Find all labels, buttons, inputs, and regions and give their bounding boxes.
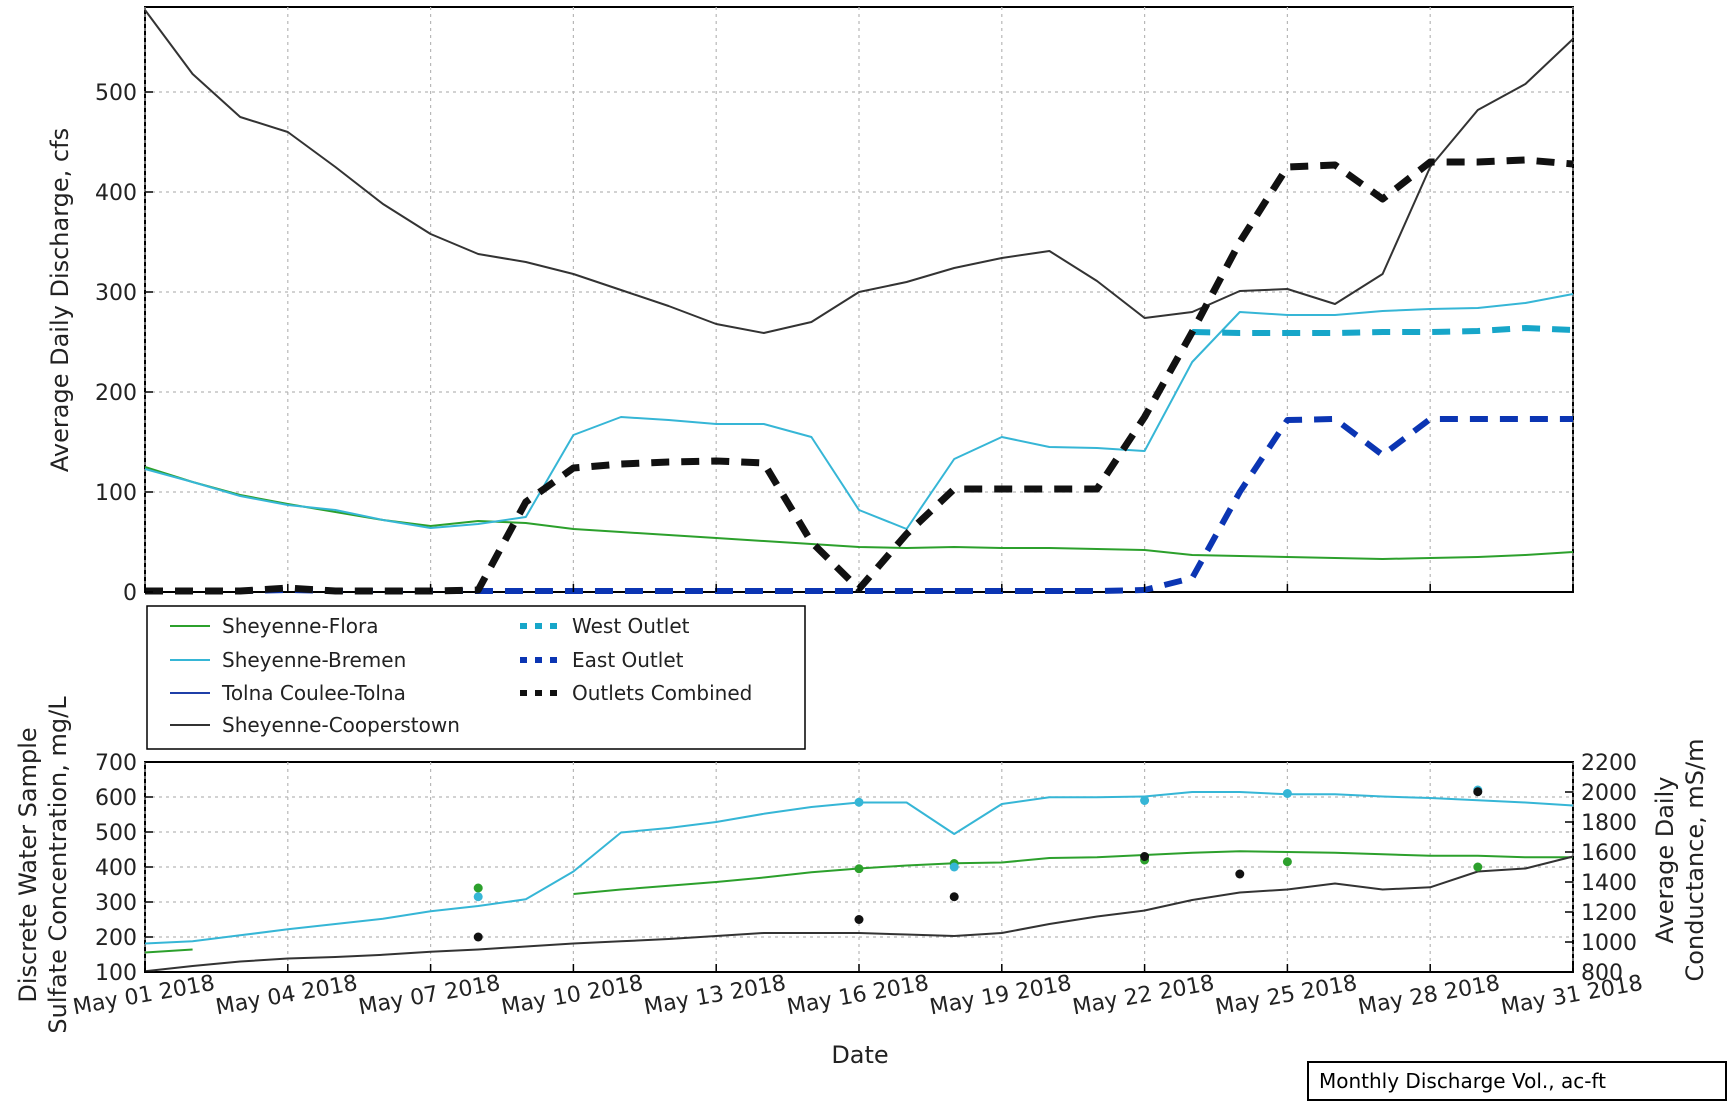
conductance-y-axis-label-line1: Average Daily [1651,777,1679,944]
conductance-line-sheyenne-flora-0 [144,948,193,954]
discharge-y-ticks: 0 100 200 300 400 500 [95,81,153,606]
conductance-ytick-label-4: 1600 [1581,841,1637,866]
legend-label-1: Sheyenne-Bremen [222,648,406,672]
conductance-ytick-label-5: 1800 [1581,811,1637,836]
date-xtick-label-7: May 22 2018 [1071,971,1217,1021]
sulfate-point-sheyenne-cooperstown-1 [854,915,864,924]
date-xtick-label-1: May 04 2018 [214,971,360,1021]
discharge-y-axis-label: Average Daily Discharge, cfs [46,128,74,472]
sulfate-ytick-label-3: 400 [95,856,137,881]
discharge-plot-frame [144,6,1574,593]
sulfate-point-sheyenne-cooperstown-0 [473,932,483,942]
date-xtick-label-2: May 07 2018 [357,971,503,1021]
date-xtick-label-3: May 10 2018 [499,971,645,1021]
conductance-ytick-label-2: 1200 [1581,901,1637,926]
legend-label-6: Outlets Combined [572,681,752,705]
conductance-ytick-label-1: 1000 [1581,931,1637,956]
discharge-line-west-outlet [1192,325,1574,336]
discharge-ytick-label-0: 0 [123,581,137,606]
date-xtick-label-5: May 16 2018 [785,971,931,1021]
discharge-ytick-label-2: 200 [95,381,137,406]
legend-label-0: Sheyenne-Flora [222,614,378,638]
date-xtick-label-8: May 25 2018 [1213,971,1359,1021]
date-xtick-label-4: May 13 2018 [642,971,788,1021]
sulfate-point-sheyenne-bremen-3 [1140,796,1150,805]
sulfate-point-sheyenne-cooperstown-2 [949,892,959,902]
sulfate-point-sheyenne-bremen-4 [1282,789,1292,798]
sulfate-point-sheyenne-cooperstown-3 [1140,852,1150,861]
discharge-line-sheyenne-bremen [144,293,1574,530]
conductance-line-sheyenne-cooperstown-0 [144,855,1574,973]
discharge-ytick-label-5: 500 [95,81,137,106]
legend-frame [146,605,806,750]
sulfate-ytick-label-1: 200 [95,926,137,951]
conductance-ytick-label-3: 1400 [1581,871,1637,896]
legend-entries: Sheyenne-Flora Sheyenne-Bremen Tolna Coule… [170,614,752,737]
sulfate-point-sheyenne-flora-4 [1282,857,1292,867]
sulfate-point-sheyenne-cooperstown-4 [1235,869,1245,879]
legend-label-3: Sheyenne-Cooperstown [222,713,460,737]
sulfate-point-sheyenne-flora-5 [1473,862,1483,872]
discharge-ytick-label-3: 300 [95,281,137,306]
sulfate-point-sheyenne-flora-1 [854,864,864,874]
discharge-gridlines [144,7,1574,592]
sulfate-point-sheyenne-flora-0 [473,883,483,893]
date-xtick-label-9: May 28 2018 [1356,971,1502,1021]
conductance-ytick-label-0: 800 [1581,961,1623,986]
sulfate-point-sheyenne-cooperstown-5 [1473,787,1483,797]
conductance-y-axis-label-line2: Conductance, mS/m [1681,739,1709,982]
date-xtick-label-0: May 01 2018 [71,971,217,1021]
date-xtick-label-10: May 31 2018 [1499,971,1645,1021]
conductance-line-sheyenne-flora-1 [573,850,1573,895]
monthly-volume-note: Monthly Discharge Vol., ac-ft [1307,1061,1727,1101]
sulfate-ytick-label-6: 700 [95,751,137,776]
sulfate-ytick-label-5: 600 [95,786,137,811]
discharge-sulfate-chart: 0 100 200 300 400 500 Average Daily Discharge… [14,6,1709,1069]
legend-label-2: Tolna Coulee-Tolna [221,681,406,705]
sulfate-point-sheyenne-bremen-0 [473,892,483,902]
discharge-panel: 0 100 200 300 400 500 Average Daily Discharge… [46,6,1574,606]
conductance-ytick-label-6: 2000 [1581,781,1637,806]
discharge-ytick-label-4: 400 [95,181,137,206]
sulfate-point-sheyenne-bremen-2 [949,862,959,872]
sulfate-y-ticks: 100 200 300 400 500 600 700 [95,751,153,986]
sulfate-ytick-label-0: 100 [95,961,137,986]
legend: Sheyenne-Flora Sheyenne-Bremen Tolna Coule… [146,605,806,750]
sulfate-y-axis-label-line1: Discrete Water Sample [14,727,42,1002]
sulfate-sample-points [473,785,1483,942]
date-xtick-label-6: May 19 2018 [928,971,1074,1021]
sulfate-point-sheyenne-bremen-1 [854,797,864,807]
legend-label-4: West Outlet [572,614,690,638]
discharge-ytick-label-1: 100 [95,481,137,506]
legend-label-5: East Outlet [572,648,684,672]
sulfate-ytick-label-2: 300 [95,891,137,916]
date-x-axis-label: Date [831,1041,888,1069]
conductance-y-ticks: 800 1000 1200 1400 1600 1800 2000 2200 [1565,751,1637,986]
conductance-ytick-label-7: 2200 [1581,751,1637,776]
sulfate-ytick-label-4: 500 [95,821,137,846]
sulfate-y-axis-label-line2: Sulfate Concentration, mg/L [44,696,72,1034]
discharge-line-sheyenne-cooperstown [144,9,1574,334]
